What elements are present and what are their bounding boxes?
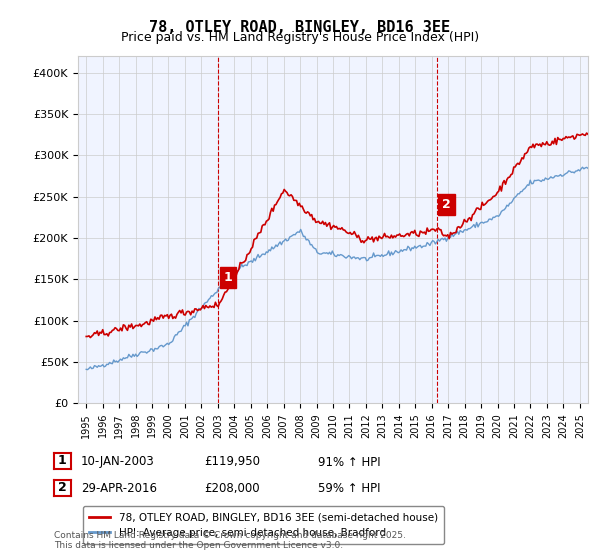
Text: £208,000: £208,000 (204, 482, 260, 496)
Legend: 78, OTLEY ROAD, BINGLEY, BD16 3EE (semi-detached house), HPI: Average price, sem: 78, OTLEY ROAD, BINGLEY, BD16 3EE (semi-… (83, 506, 444, 544)
Text: 10-JAN-2003: 10-JAN-2003 (81, 455, 155, 469)
Text: Price paid vs. HM Land Registry's House Price Index (HPI): Price paid vs. HM Land Registry's House … (121, 31, 479, 44)
Text: 1: 1 (58, 454, 67, 468)
Text: £119,950: £119,950 (204, 455, 260, 469)
Text: 2: 2 (58, 481, 67, 494)
Text: 59% ↑ HPI: 59% ↑ HPI (318, 482, 380, 496)
Text: 2: 2 (442, 198, 451, 211)
Text: 1: 1 (223, 271, 232, 284)
Text: 78, OTLEY ROAD, BINGLEY, BD16 3EE: 78, OTLEY ROAD, BINGLEY, BD16 3EE (149, 20, 451, 35)
Text: 29-APR-2016: 29-APR-2016 (81, 482, 157, 496)
Text: Contains HM Land Registry data © Crown copyright and database right 2025.
This d: Contains HM Land Registry data © Crown c… (54, 530, 406, 550)
Text: 91% ↑ HPI: 91% ↑ HPI (318, 455, 380, 469)
